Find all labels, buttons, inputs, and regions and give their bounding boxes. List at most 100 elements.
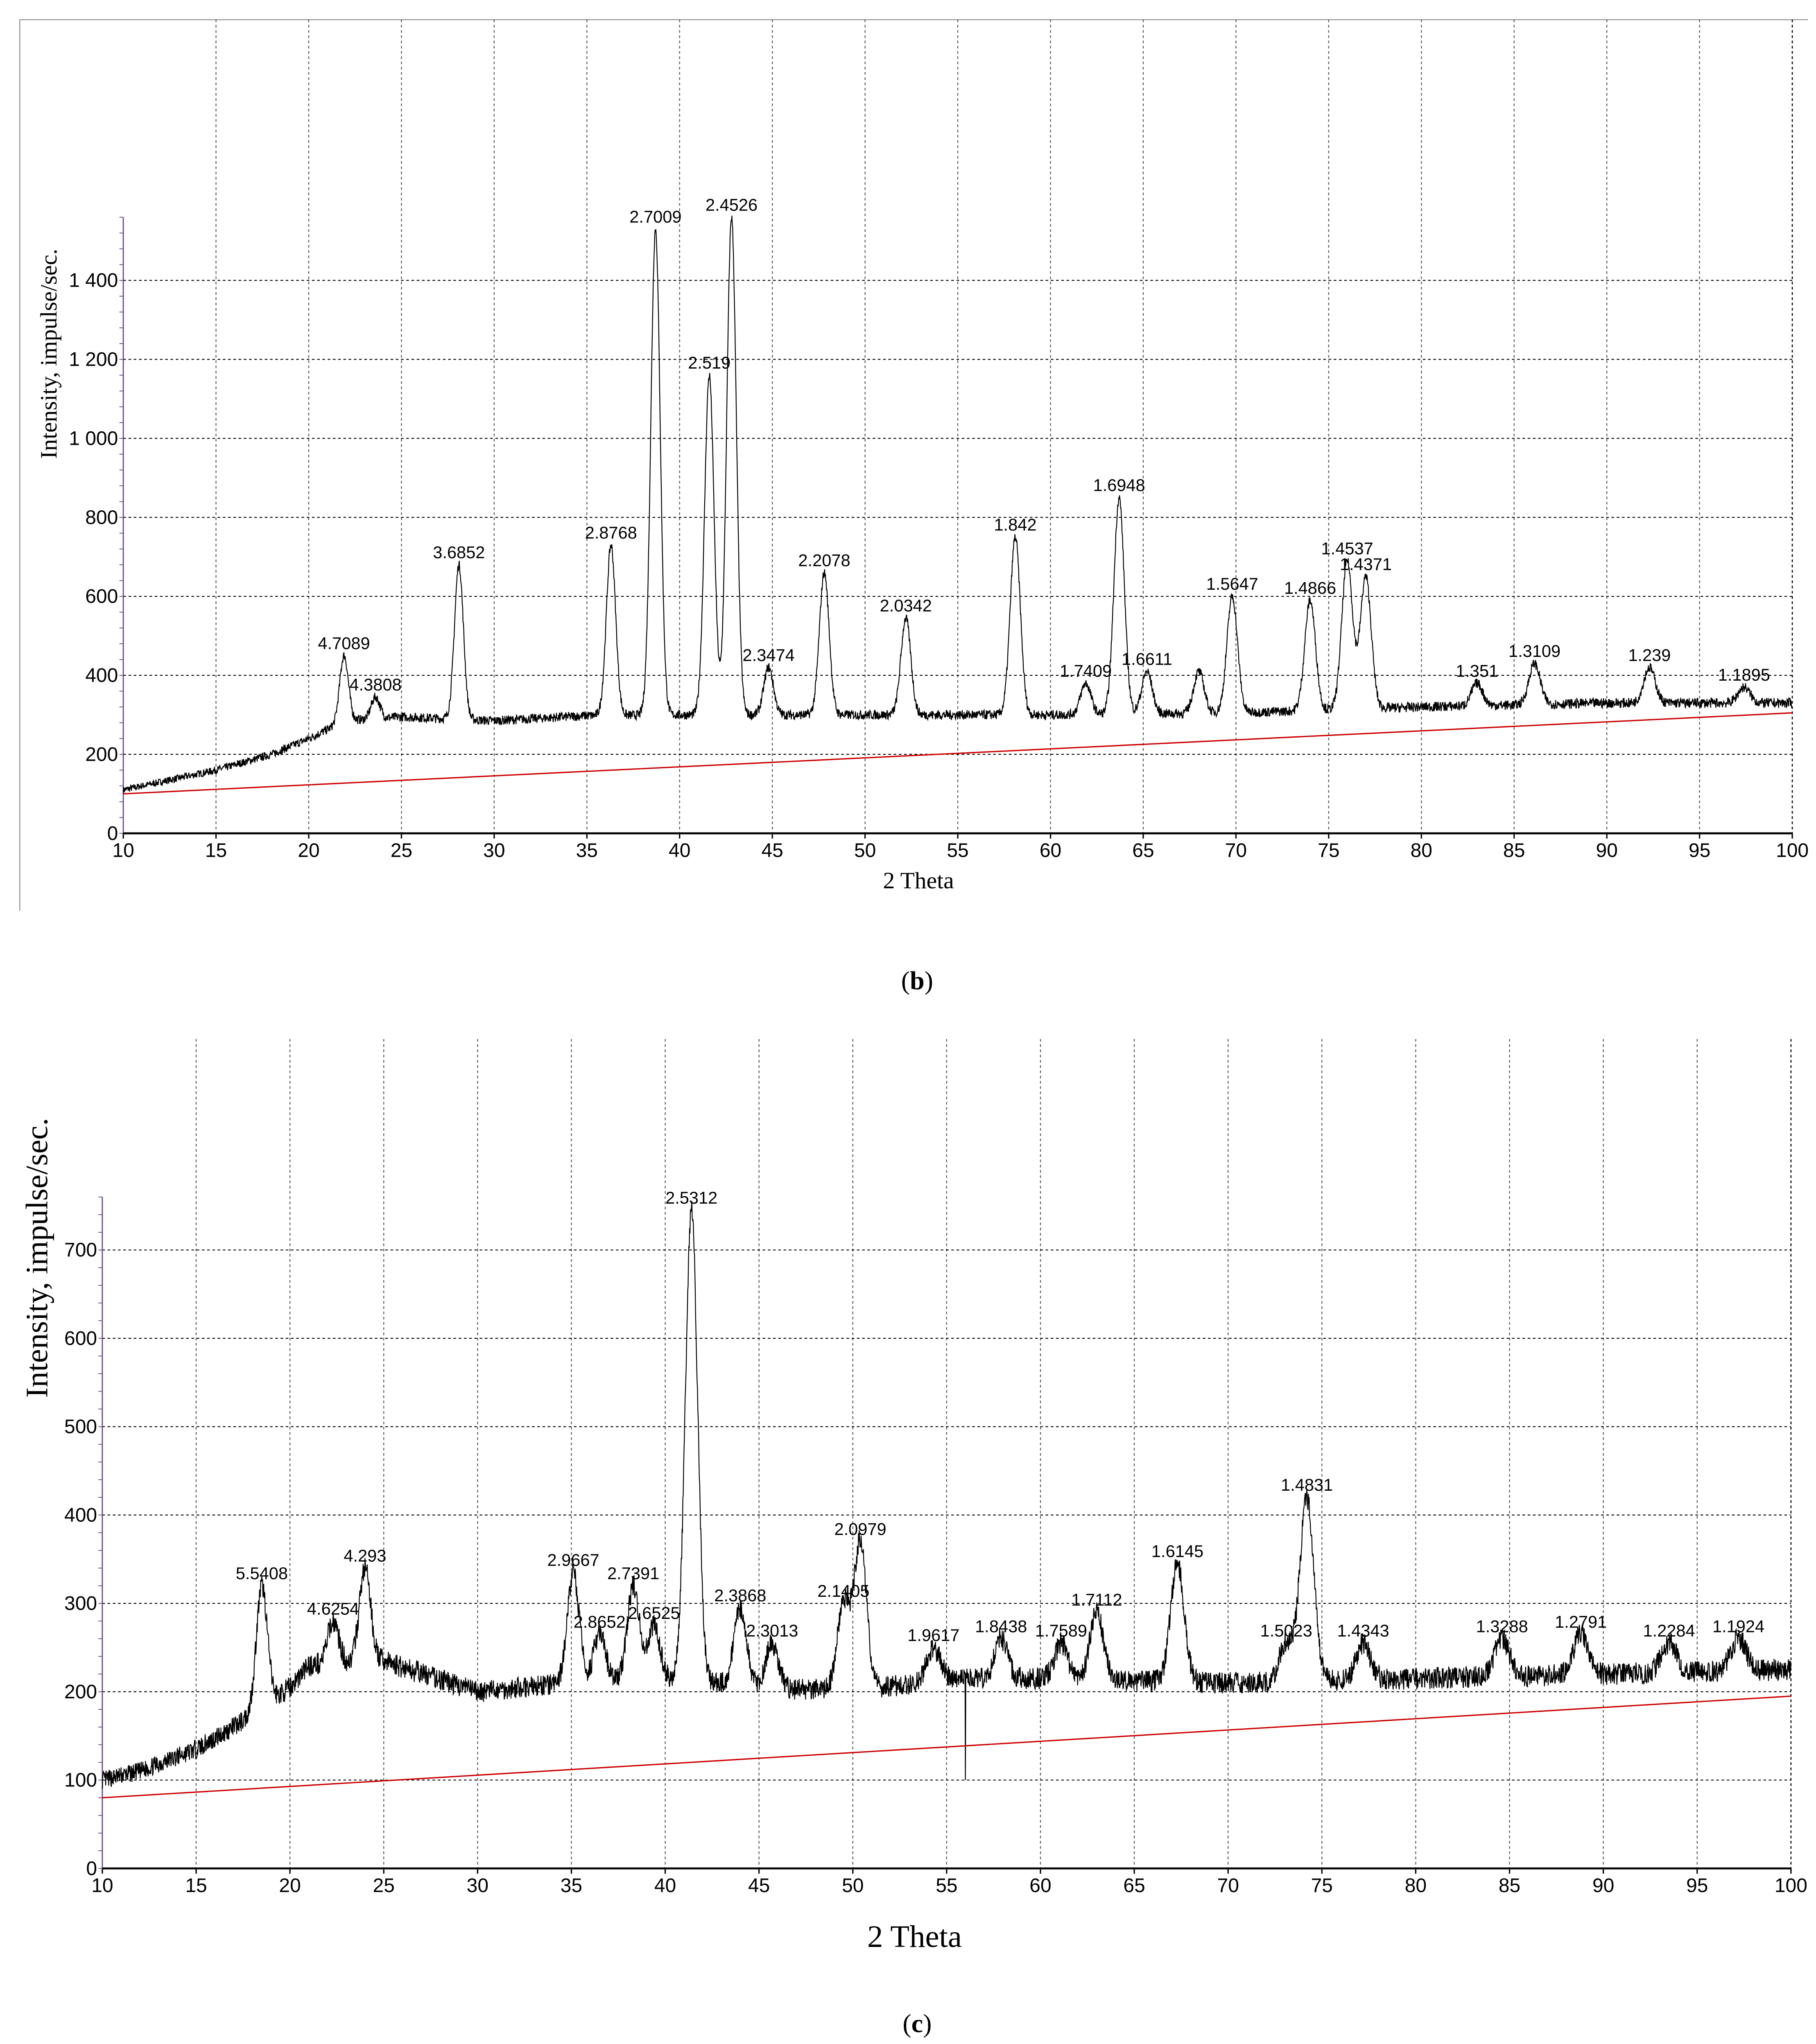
peak-label: 2.2078: [798, 550, 850, 570]
peak-label: 2.3868: [714, 1586, 766, 1605]
y-tick-label: 1 000: [69, 428, 118, 449]
x-tick-label: 50: [854, 840, 876, 861]
x-tick-label: 15: [185, 1875, 207, 1897]
peak-label: 4.6254: [307, 1599, 359, 1618]
peak-label: 2.7009: [629, 207, 681, 226]
peak-label: 1.9617: [907, 1625, 959, 1645]
peak-label: 1.2791: [1555, 1612, 1607, 1632]
peak-label: 1.7112: [1071, 1590, 1122, 1609]
x-tick-label: 10: [91, 1875, 113, 1897]
peak-label: 3.6852: [433, 543, 485, 562]
y-tick-label: 700: [64, 1239, 97, 1261]
y-tick-label: 600: [85, 586, 118, 607]
y-tick-label: 1 200: [69, 349, 118, 371]
x-tick-label: 30: [467, 1875, 488, 1897]
y-tick-label: 0: [107, 823, 118, 844]
x-tick-label: 70: [1225, 840, 1247, 861]
x-tick-label: 40: [654, 1875, 676, 1897]
x-tick-label: 85: [1499, 1875, 1520, 1897]
x-tick-label: 95: [1689, 840, 1710, 861]
peak-label: 1.4371: [1340, 555, 1392, 574]
peak-label: 2.5312: [665, 1188, 717, 1207]
peak-label: 1.7409: [1060, 661, 1112, 680]
peak-label: 2.8652: [574, 1612, 626, 1632]
x-tick-label: 70: [1217, 1875, 1239, 1897]
peak-label: 2.9667: [547, 1551, 599, 1570]
peak-label: 1.1924: [1712, 1616, 1764, 1636]
x-tick-label: 60: [1029, 1875, 1051, 1897]
peak-label: 1.6145: [1151, 1541, 1203, 1561]
x-tick-label: 35: [576, 840, 598, 861]
y-tick-label: 400: [85, 665, 118, 686]
peak-label: 2.6525: [628, 1603, 680, 1623]
y-tick-label: 400: [64, 1504, 97, 1526]
x-tick-label: 40: [669, 840, 690, 861]
peak-label: 2.519: [688, 353, 730, 372]
peak-label: 2.1405: [817, 1581, 869, 1600]
peak-label: 2.4526: [706, 195, 758, 214]
peak-label: 1.6948: [1093, 475, 1145, 495]
y-tick-label: 200: [85, 744, 118, 765]
x-tick-label: 35: [561, 1875, 582, 1897]
peak-label: 1.8438: [975, 1616, 1027, 1636]
chart-panel-b: Intensity, impulse/sec. 2 Theta (b) 10 15…: [19, 19, 1809, 995]
x-tick-label: 75: [1318, 840, 1339, 861]
peak-label: 2.0979: [835, 1519, 887, 1539]
x-tick-label: 95: [1686, 1875, 1708, 1897]
x-tick-label: 75: [1311, 1875, 1333, 1897]
peak-label: 2.7391: [607, 1564, 659, 1583]
xrd-trace-b: [122, 215, 1793, 794]
x-tick-label: 55: [947, 840, 968, 861]
peak-label: 1.4866: [1284, 578, 1336, 598]
x-tick-label: 20: [298, 840, 319, 861]
x-tick-label: 10: [112, 840, 134, 861]
peak-label: 1.6611: [1122, 649, 1172, 668]
peak-label: 1.4831: [1281, 1475, 1333, 1494]
x-tick-label: 80: [1405, 1875, 1427, 1897]
peak-label: 1.3288: [1476, 1616, 1528, 1636]
y-axis-title-b: Intensity, impulse/sec.: [36, 249, 62, 459]
background-baseline-b: [123, 712, 1793, 795]
x-tick-label: 60: [1040, 840, 1061, 861]
chart-panel-c: Intensity, impulse/sec. 2 Theta (c) 10 15…: [20, 1039, 1807, 2038]
y-tick-label: 300: [64, 1593, 97, 1614]
peak-label: 1.1895: [1718, 665, 1770, 684]
peak-label: 1.4343: [1337, 1621, 1389, 1640]
y-tick-label: 0: [86, 1858, 97, 1879]
xrd-trace-c: [102, 1201, 1791, 1789]
y-tick-label: 100: [64, 1770, 97, 1791]
x-tick-label: 100: [1776, 840, 1809, 861]
peak-label: 4.293: [344, 1546, 386, 1565]
x-tick-label: 65: [1123, 1875, 1145, 1897]
peak-label: 4.3808: [349, 675, 401, 694]
peak-label: 1.2284: [1643, 1621, 1695, 1640]
peak-label: 1.7589: [1035, 1621, 1087, 1640]
peak-label: 1.5023: [1260, 1621, 1312, 1640]
peak-label: 1.4537: [1321, 539, 1373, 558]
x-tick-label: 85: [1503, 840, 1525, 861]
x-tick-label: 90: [1596, 840, 1617, 861]
x-tick-label: 50: [842, 1875, 864, 1897]
y-axis-title-c: Intensity, impulse/sec.: [20, 1118, 54, 1398]
peak-label: 4.7089: [318, 634, 370, 653]
y-tick-label: 200: [64, 1681, 97, 1703]
peak-label: 1.842: [994, 515, 1036, 534]
peak-label: 2.3013: [746, 1621, 798, 1640]
x-tick-label: 20: [279, 1875, 301, 1897]
x-tick-label: 65: [1132, 840, 1154, 861]
x-tick-label: 55: [936, 1875, 957, 1897]
panel-caption-b: (b): [901, 966, 933, 995]
x-tick-label: 45: [748, 1875, 770, 1897]
peak-label: 2.0342: [880, 596, 932, 615]
y-tick-label: 500: [64, 1416, 97, 1438]
peak-label: 5.5408: [236, 1564, 288, 1583]
x-tick-label: 45: [762, 840, 783, 861]
panel-caption-c: (c): [902, 2009, 932, 2038]
x-tick-label: 90: [1592, 1875, 1614, 1897]
x-tick-label: 15: [205, 840, 227, 861]
x-tick-label: 30: [483, 840, 505, 861]
y-tick-label: 800: [85, 507, 118, 528]
peak-label: 2.8768: [585, 523, 637, 542]
x-axis-title-b: 2 Theta: [883, 868, 954, 894]
